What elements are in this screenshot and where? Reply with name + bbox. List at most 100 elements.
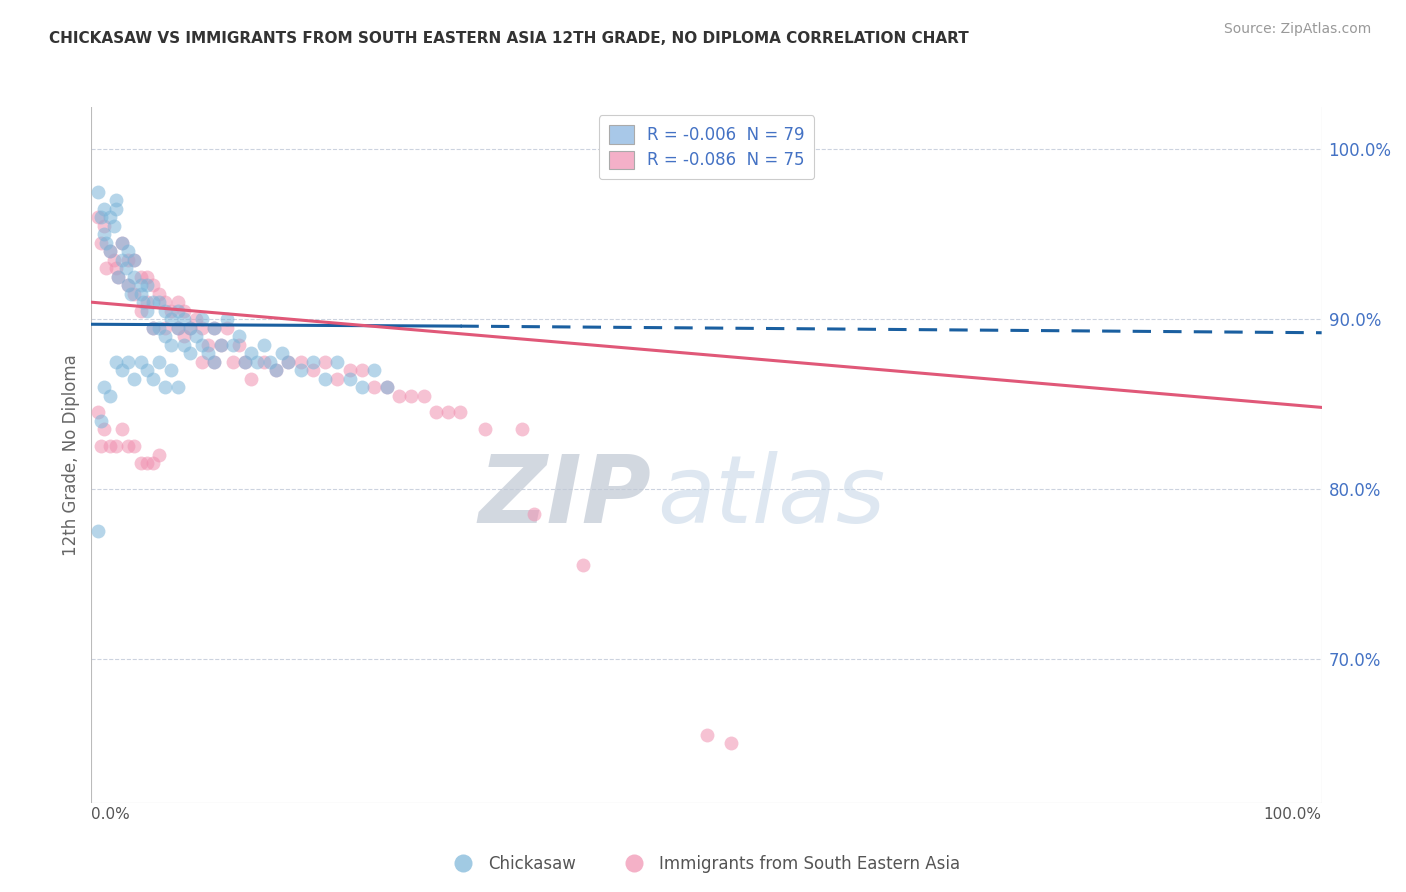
Point — [209, 337, 232, 351]
Point — [98, 439, 121, 453]
Point — [233, 354, 256, 368]
Point — [166, 320, 188, 334]
Point — [375, 380, 398, 394]
Point — [363, 380, 385, 394]
Point — [160, 303, 183, 318]
Point — [375, 380, 398, 394]
Point — [124, 439, 146, 453]
Point — [114, 261, 138, 276]
Point — [184, 312, 207, 326]
Point — [129, 303, 152, 318]
Point — [425, 405, 447, 419]
Point — [271, 346, 294, 360]
Text: atlas: atlas — [657, 451, 886, 542]
Point — [153, 320, 177, 334]
Point — [228, 337, 250, 351]
Point — [166, 380, 188, 394]
Point — [93, 202, 115, 216]
Point — [166, 303, 188, 318]
Point — [197, 346, 219, 360]
Point — [197, 337, 219, 351]
Point — [184, 329, 207, 343]
Point — [153, 329, 177, 343]
Point — [135, 303, 157, 318]
Point — [437, 405, 460, 419]
Point — [412, 388, 434, 402]
Point — [142, 457, 165, 471]
Text: 0.0%: 0.0% — [91, 807, 131, 822]
Point — [233, 354, 256, 368]
Point — [105, 194, 127, 208]
Point — [179, 346, 201, 360]
Point — [191, 320, 214, 334]
Point — [449, 405, 471, 419]
Point — [228, 329, 250, 343]
Point — [135, 457, 157, 471]
Point — [135, 269, 157, 284]
Point — [90, 235, 112, 250]
Point — [93, 227, 115, 242]
Point — [240, 346, 263, 360]
Point — [314, 354, 336, 368]
Point — [105, 439, 127, 453]
Point — [105, 202, 127, 216]
Point — [215, 320, 238, 334]
Point — [124, 286, 146, 301]
Point — [105, 261, 127, 276]
Point — [132, 295, 155, 310]
Point — [173, 337, 195, 351]
Point — [93, 380, 115, 394]
Point — [290, 354, 312, 368]
Point — [264, 363, 287, 377]
Text: Source: ZipAtlas.com: Source: ZipAtlas.com — [1223, 22, 1371, 37]
Point — [166, 320, 188, 334]
Point — [117, 278, 139, 293]
Point — [209, 337, 232, 351]
Point — [352, 363, 374, 377]
Point — [148, 354, 170, 368]
Point — [173, 303, 195, 318]
Point — [399, 388, 422, 402]
Point — [246, 354, 269, 368]
Point — [363, 363, 385, 377]
Point — [98, 244, 121, 259]
Point — [160, 337, 183, 351]
Point — [111, 252, 134, 267]
Point — [166, 295, 188, 310]
Point — [301, 354, 323, 368]
Point — [124, 252, 146, 267]
Point — [510, 422, 533, 436]
Point — [111, 363, 134, 377]
Point — [135, 278, 157, 293]
Point — [215, 312, 238, 326]
Point — [222, 337, 245, 351]
Legend: Chickasaw, Immigrants from South Eastern Asia: Chickasaw, Immigrants from South Eastern… — [439, 848, 967, 880]
Point — [474, 422, 496, 436]
Text: 100.0%: 100.0% — [1264, 807, 1322, 822]
Point — [202, 354, 225, 368]
Point — [222, 354, 245, 368]
Point — [117, 354, 139, 368]
Point — [173, 312, 195, 326]
Point — [107, 269, 129, 284]
Point — [253, 337, 276, 351]
Point — [160, 363, 183, 377]
Point — [572, 558, 595, 573]
Point — [111, 422, 134, 436]
Point — [202, 320, 225, 334]
Point — [124, 269, 146, 284]
Point — [202, 320, 225, 334]
Point — [339, 363, 361, 377]
Point — [98, 211, 121, 225]
Point — [277, 354, 299, 368]
Point — [191, 337, 214, 351]
Point — [388, 388, 411, 402]
Point — [148, 295, 170, 310]
Point — [277, 354, 299, 368]
Point — [326, 354, 349, 368]
Point — [124, 371, 146, 385]
Point — [86, 405, 108, 419]
Point — [129, 354, 152, 368]
Point — [326, 371, 349, 385]
Point — [135, 295, 157, 310]
